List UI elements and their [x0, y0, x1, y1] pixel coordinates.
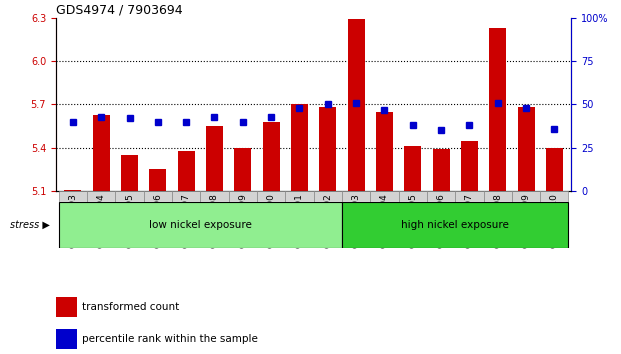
Bar — [484, 191, 512, 202]
Bar — [172, 191, 201, 202]
Bar — [87, 191, 116, 202]
Text: GSM992703: GSM992703 — [351, 193, 361, 248]
Bar — [257, 191, 285, 202]
Bar — [404, 146, 421, 191]
Bar — [376, 112, 393, 191]
Bar — [59, 202, 342, 248]
Text: GSM992702: GSM992702 — [324, 193, 332, 247]
Bar — [234, 148, 252, 191]
Text: GSM992697: GSM992697 — [182, 193, 191, 248]
Bar — [178, 151, 194, 191]
Bar — [56, 297, 76, 317]
Bar — [206, 126, 223, 191]
Bar — [121, 155, 138, 191]
Bar — [93, 115, 110, 191]
Text: low nickel exposure: low nickel exposure — [149, 220, 252, 230]
Text: GSM992710: GSM992710 — [550, 193, 559, 248]
Bar — [433, 149, 450, 191]
Bar — [461, 141, 478, 191]
Text: transformed count: transformed count — [82, 302, 179, 312]
Bar — [285, 191, 314, 202]
Bar — [143, 191, 172, 202]
Text: GSM992700: GSM992700 — [266, 193, 276, 248]
Bar — [116, 191, 143, 202]
Bar — [149, 170, 166, 191]
Bar — [370, 191, 399, 202]
Bar — [314, 191, 342, 202]
Text: GSM992708: GSM992708 — [493, 193, 502, 248]
Bar — [56, 329, 76, 349]
Text: percentile rank within the sample: percentile rank within the sample — [82, 334, 258, 344]
Bar — [319, 107, 336, 191]
Bar — [540, 191, 568, 202]
Text: high nickel exposure: high nickel exposure — [401, 220, 509, 230]
Bar — [489, 28, 506, 191]
Bar — [65, 190, 81, 191]
Text: GSM992707: GSM992707 — [465, 193, 474, 248]
Text: GSM992695: GSM992695 — [125, 193, 134, 248]
Bar — [229, 191, 257, 202]
Text: GSM992709: GSM992709 — [522, 193, 530, 248]
Text: GDS4974 / 7903694: GDS4974 / 7903694 — [56, 4, 183, 17]
Bar — [342, 191, 370, 202]
Text: GSM992705: GSM992705 — [408, 193, 417, 248]
Bar — [399, 191, 427, 202]
Text: GSM992701: GSM992701 — [295, 193, 304, 248]
Text: GSM992696: GSM992696 — [153, 193, 162, 248]
Text: GSM992699: GSM992699 — [238, 193, 247, 248]
Bar — [512, 191, 540, 202]
Bar — [201, 191, 229, 202]
Bar — [517, 107, 535, 191]
Bar — [342, 202, 568, 248]
Text: GSM992698: GSM992698 — [210, 193, 219, 248]
Bar — [427, 191, 455, 202]
Bar — [59, 191, 87, 202]
Bar — [455, 191, 484, 202]
Text: GSM992694: GSM992694 — [97, 193, 106, 247]
Text: GSM992706: GSM992706 — [437, 193, 445, 248]
Bar — [291, 104, 308, 191]
Bar — [546, 148, 563, 191]
Text: GSM992704: GSM992704 — [380, 193, 389, 247]
Text: stress ▶: stress ▶ — [10, 220, 50, 230]
Bar — [263, 122, 279, 191]
Bar — [348, 19, 365, 191]
Text: GSM992693: GSM992693 — [68, 193, 78, 248]
